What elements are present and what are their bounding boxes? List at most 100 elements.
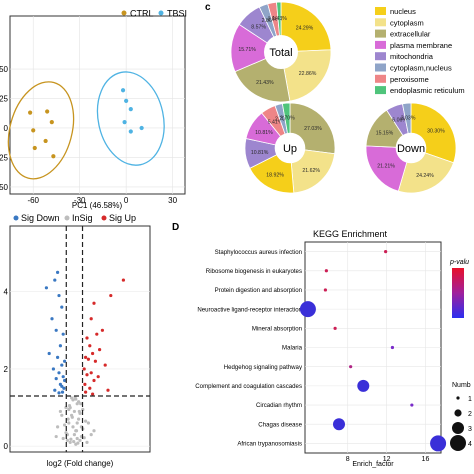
volcano-point-sig-down (60, 384, 64, 388)
volcano-point-insig (69, 437, 73, 441)
pie-slice-label: 24.24% (416, 173, 434, 179)
pie-slice-label: 21.43% (256, 80, 274, 86)
pie-legend-label: extracellular (390, 30, 431, 39)
pie-center-label: Up (283, 143, 297, 155)
kegg-point (299, 301, 316, 318)
pie-slice-label: 3.03% (401, 116, 416, 122)
number-legend-label: 1 (468, 396, 472, 403)
volcano-y-tick-label: 2 (4, 365, 9, 374)
volcano-point-insig (75, 436, 79, 441)
kegg-category-label: Mineral absorption (252, 326, 302, 333)
volcano-point-insig (92, 429, 96, 433)
volcano-point-sig-down (44, 286, 49, 290)
pie-legend-label: nucleus (390, 7, 416, 16)
volcano-point-insig (64, 431, 68, 435)
pie-slice-label: 15.71% (238, 47, 256, 53)
pie-legend-label: cytoplasm,nucleus (390, 64, 452, 73)
volcano-point-sig-up (84, 390, 88, 394)
volcano-point-sig-down (63, 359, 67, 363)
volcano-point-sig-down (50, 317, 54, 321)
volcano-point-insig (74, 429, 79, 433)
pca-x-tick-labels: -60 -30 0 30 (27, 196, 177, 205)
kegg-category-label: Complement and coagulation cascades (195, 383, 302, 390)
legend-marker-tbsi (158, 10, 164, 16)
volcano-point-insig (84, 419, 88, 423)
volcano-point-insig (82, 436, 86, 440)
pie-slice-label: 8.57% (251, 24, 266, 30)
volcano-point-sig-up (106, 388, 110, 392)
volcano-threshold-lines (10, 226, 150, 452)
pie-slice-label: 10.81% (255, 130, 273, 136)
pie-legend-swatch (375, 86, 386, 95)
volcano-point-sig-up (121, 278, 125, 282)
volcano-point-insig (74, 397, 78, 401)
volcano-point-sig-up (91, 392, 95, 396)
pie-slice-label: 21.21% (377, 164, 395, 170)
volcano-point-sig-up (92, 301, 96, 305)
volcano-point-insig (77, 409, 81, 414)
kegg-x-tick-label: 8 (346, 456, 350, 463)
pie-up: 27.03% 21.62% 18.92% 10.81% 10.81% 5.41%2.70%… (244, 102, 336, 194)
number-legend-title: Numb (452, 382, 471, 389)
pca-point-tbsi (124, 98, 129, 103)
kegg-point (357, 379, 370, 392)
kegg-x-tick-labels: 8 12 16 (346, 456, 430, 463)
volcano-point-sig-up (89, 317, 93, 321)
kegg-title: KEGG Enrichment (313, 229, 388, 239)
pca-y-tick-label: 50 (0, 65, 9, 74)
pie-panel: c 24.29% 22.86% 21.43% 15.71% 8.57%2.86%2.86… (205, 1, 465, 194)
pie-slice-label: 1.43% (272, 16, 287, 22)
volcano-plot-frame (9, 225, 151, 453)
pca-panel: CTRL TBSI 50 25 0 25 50 -60 -30 0 30 PC1 (46.58… (0, 9, 187, 211)
volcano-point-sig-down (54, 328, 58, 332)
kegg-category-label: Malaria (282, 345, 303, 352)
pca-point-ctrl (49, 119, 54, 125)
pie-legend-swatch (375, 52, 386, 61)
pca-ellipse-tbsi (96, 71, 165, 166)
legend-marker-ctrl (121, 10, 127, 16)
pie-slice-cytoplasm (289, 147, 336, 194)
volcano-point-sig-up (83, 382, 87, 386)
volcano-point-insig (61, 436, 65, 441)
pie-center-hole (395, 132, 427, 164)
pca-y-tick-label: 0 (4, 124, 9, 133)
legend-label-insig: InSig (72, 213, 93, 223)
pie-legend-swatch (375, 74, 386, 83)
pie-legend-swatch (375, 29, 386, 38)
volcano-point-sig-up (103, 363, 107, 367)
pie-slice-label: 2.86% (262, 18, 277, 24)
volcano-point-sig-down (47, 351, 51, 356)
volcano-point-insig (78, 438, 82, 443)
volcano-point-sig-up (96, 375, 100, 379)
legend-marker-sig-down (13, 215, 19, 221)
volcano-point-insig (76, 441, 80, 445)
volcano-point-sig-up (88, 386, 92, 390)
volcano-point-insig (75, 421, 79, 425)
kegg-category-label: Circadian rhythm (256, 402, 302, 409)
volcano-point-insig (60, 413, 64, 417)
pca-point-ctrl (43, 138, 48, 144)
volcano-point-insig (86, 421, 90, 425)
pie-slice-label: 2.70% (275, 116, 290, 122)
pie-legend-label: plasma membrane (390, 41, 452, 50)
volcano-point-sig-down (54, 376, 58, 381)
pca-x-axis-label: PC1 (46.58%) (72, 201, 123, 210)
pie-slice-label: 6.06% (392, 118, 407, 124)
volcano-legend: Sig Down InSig Sig Up (13, 213, 136, 223)
pie-slice-label: 2.86% (268, 17, 283, 23)
pie-center-label: Total (269, 47, 292, 59)
kegg-point (384, 249, 388, 254)
panel-label-c: c (205, 2, 211, 13)
kegg-point (349, 365, 353, 369)
pie-legend-swatch (375, 7, 386, 15)
volcano-point-insig (72, 409, 76, 414)
volcano-x-axis-label: log2 (Fold change) (47, 459, 114, 468)
legend-label-tbsi: TBSI (167, 9, 187, 19)
volcano-point-sig-up (86, 357, 90, 361)
pca-point-tbsi (122, 119, 127, 125)
volcano-point-insig (54, 434, 58, 439)
number-legend-marker (452, 422, 464, 434)
pca-plot-frame (9, 15, 186, 195)
kegg-pvalue-legend: p-valu (449, 259, 469, 318)
